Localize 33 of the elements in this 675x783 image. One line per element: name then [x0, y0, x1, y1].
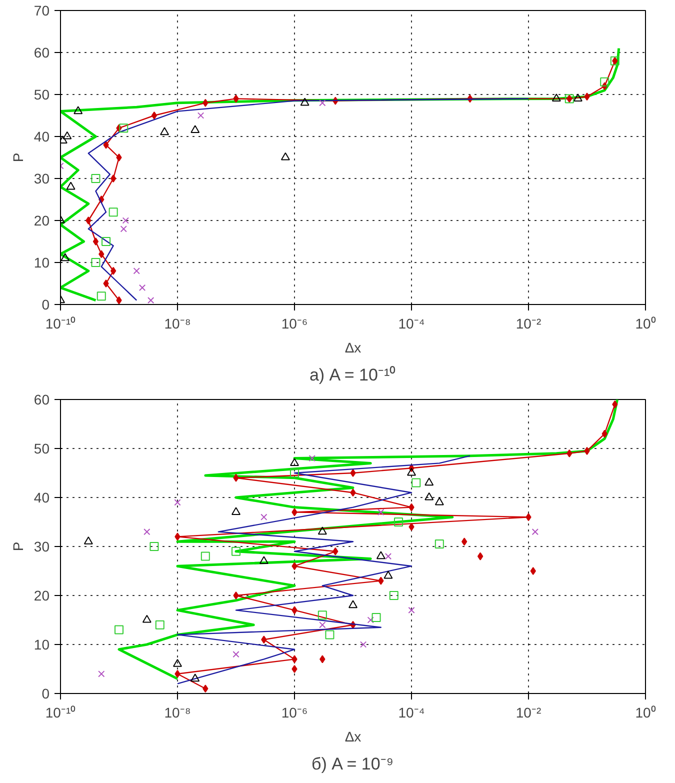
text: а) A = 10⁻¹⁰: [309, 366, 396, 384]
x-axis-title: Δx: [344, 728, 362, 744]
x-tick-label: 10⁰: [635, 316, 656, 332]
y-tick-label: 0: [42, 686, 50, 702]
y-tick-label: 10: [34, 636, 50, 652]
x-tick-label: 10⁻⁴: [398, 316, 425, 332]
y-tick-label: 60: [34, 44, 50, 60]
y-tick-label: 70: [34, 2, 50, 18]
y-tick-label: 0: [42, 296, 50, 312]
y-tick-label: 20: [34, 588, 50, 604]
y-tick-label: 40: [34, 490, 50, 506]
y-tick-label: 30: [34, 538, 50, 554]
x-tick-label: 10⁻²: [516, 316, 542, 332]
x-tick-label: 10⁰: [635, 704, 656, 720]
x-tick-label: 10⁻¹⁰: [45, 316, 76, 332]
y-axis-title: P: [10, 542, 26, 552]
y-tick-label: 50: [34, 86, 50, 102]
x-tick-label: 10⁻⁸: [164, 316, 191, 332]
y-axis-title: P: [10, 152, 26, 162]
text: б) A = 10⁻⁹: [311, 754, 394, 774]
y-tick-label: 40: [34, 128, 50, 144]
x-tick-label: 10⁻⁶: [281, 704, 308, 720]
x-tick-label: 10⁻⁴: [398, 704, 425, 720]
x-tick-label: 10⁻¹⁰: [45, 704, 76, 720]
y-tick-label: 20: [34, 212, 50, 228]
x-tick-label: 10⁻²: [516, 704, 542, 720]
y-tick-label: 10: [34, 254, 50, 270]
x-tick-label: 10⁻⁸: [164, 704, 191, 720]
x-tick-label: 10⁻⁶: [281, 316, 308, 332]
x-axis-title: Δx: [344, 340, 362, 356]
y-tick-label: 30: [34, 170, 50, 186]
y-tick-label: 60: [34, 392, 50, 408]
y-tick-label: 50: [34, 440, 50, 456]
